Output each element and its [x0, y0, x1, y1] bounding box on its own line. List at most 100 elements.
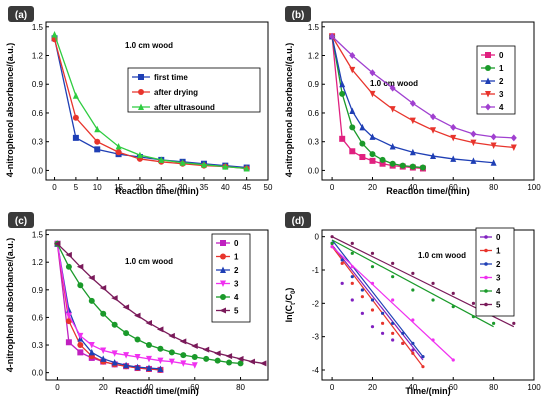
data-point — [340, 281, 344, 285]
data-point — [379, 160, 386, 167]
data-point — [391, 331, 395, 335]
data-point — [370, 298, 375, 302]
data-point — [409, 117, 416, 125]
data-point — [350, 241, 354, 245]
x-tick-label: 40 — [408, 383, 417, 392]
data-point — [409, 163, 416, 170]
x-tick-label: 60 — [449, 183, 458, 192]
data-point — [411, 351, 415, 355]
x-tick-label: 20 — [368, 383, 377, 392]
data-point — [391, 321, 395, 325]
legend-label: after drying — [154, 88, 198, 97]
data-point — [222, 163, 229, 170]
panel-label: (a) — [15, 10, 27, 21]
data-point — [158, 156, 165, 163]
data-point — [72, 92, 79, 99]
y-tick-label: 1.2 — [308, 52, 320, 61]
data-point — [179, 159, 186, 166]
data-point — [349, 148, 356, 155]
x-tick-label: 5 — [74, 183, 79, 192]
data-point — [349, 52, 356, 60]
x-tick-label: 40 — [145, 383, 154, 392]
data-point — [157, 345, 164, 352]
data-point — [421, 355, 425, 359]
data-point — [94, 125, 101, 133]
plot-frame — [45, 229, 269, 381]
plot-frame — [321, 229, 535, 381]
data-point — [399, 162, 406, 169]
data-point — [490, 159, 497, 166]
legend-marker — [485, 52, 491, 58]
data-point — [339, 135, 346, 142]
series-2 — [329, 32, 497, 166]
y-axis-label: 4-nitrophenol absorbance/(a.u.) — [5, 238, 15, 373]
data-point — [369, 69, 376, 77]
data-point — [379, 156, 386, 163]
data-point — [359, 154, 366, 161]
y-tick-label: -3 — [312, 333, 320, 342]
data-point — [225, 353, 233, 360]
legend-marker — [484, 275, 488, 280]
series-line — [53, 34, 247, 170]
y-tick-label: 0.6 — [308, 109, 320, 118]
data-point — [65, 339, 72, 346]
legend-label: after ultrasound — [154, 103, 215, 112]
data-point — [111, 321, 118, 328]
x-tick-label: 80 — [489, 183, 498, 192]
data-point — [339, 80, 346, 88]
x-tick-label: 15 — [114, 183, 123, 192]
data-point — [123, 330, 130, 337]
data-point — [380, 311, 385, 315]
data-point — [51, 30, 58, 38]
y-axis-label: ln(Ct/C0) — [284, 288, 297, 323]
x-tick-label: 25 — [157, 183, 166, 192]
legend-marker — [219, 307, 226, 314]
data-point — [136, 151, 143, 159]
data-point — [492, 321, 496, 325]
series-1 — [330, 245, 425, 369]
data-point — [202, 346, 210, 353]
data-point — [349, 124, 356, 131]
data-point — [88, 274, 95, 281]
legend-marker — [485, 65, 491, 71]
legend-marker — [220, 280, 226, 287]
series-3 — [330, 245, 455, 362]
data-point — [450, 123, 457, 131]
data-point — [451, 305, 455, 309]
data-point — [510, 144, 517, 151]
data-point — [200, 161, 207, 168]
data-point — [237, 355, 244, 362]
data-point — [65, 263, 72, 270]
data-point — [340, 261, 344, 265]
data-point — [370, 265, 375, 269]
legend-marker — [485, 103, 491, 111]
x-axis-label: Time/(min) — [405, 386, 450, 396]
data-point — [330, 235, 334, 239]
data-point — [360, 295, 364, 299]
data-point — [359, 140, 366, 147]
annotation: 1.0 cm wood — [125, 257, 173, 266]
series-line — [331, 36, 514, 149]
series-line — [331, 36, 494, 164]
data-point — [100, 310, 107, 317]
data-point — [490, 133, 497, 141]
data-point — [451, 358, 455, 362]
data-point — [329, 32, 336, 40]
data-point — [77, 342, 84, 349]
legend-label: 1 — [234, 253, 239, 262]
data-point — [237, 360, 244, 367]
legend-marker — [484, 262, 488, 266]
legend-label: 0 — [499, 51, 504, 60]
y-tick-label: 0.9 — [308, 80, 320, 89]
data-point — [470, 157, 477, 164]
fit-line — [331, 239, 494, 328]
data-point — [100, 347, 107, 355]
data-point — [369, 157, 376, 164]
data-point — [350, 251, 354, 255]
x-tick-label: 45 — [242, 183, 251, 192]
x-tick-label: 80 — [489, 383, 498, 392]
x-axis-label: Reaction time/(min) — [115, 186, 199, 196]
data-point — [168, 332, 175, 339]
fit-line — [331, 246, 424, 368]
legend-marker — [484, 248, 488, 253]
